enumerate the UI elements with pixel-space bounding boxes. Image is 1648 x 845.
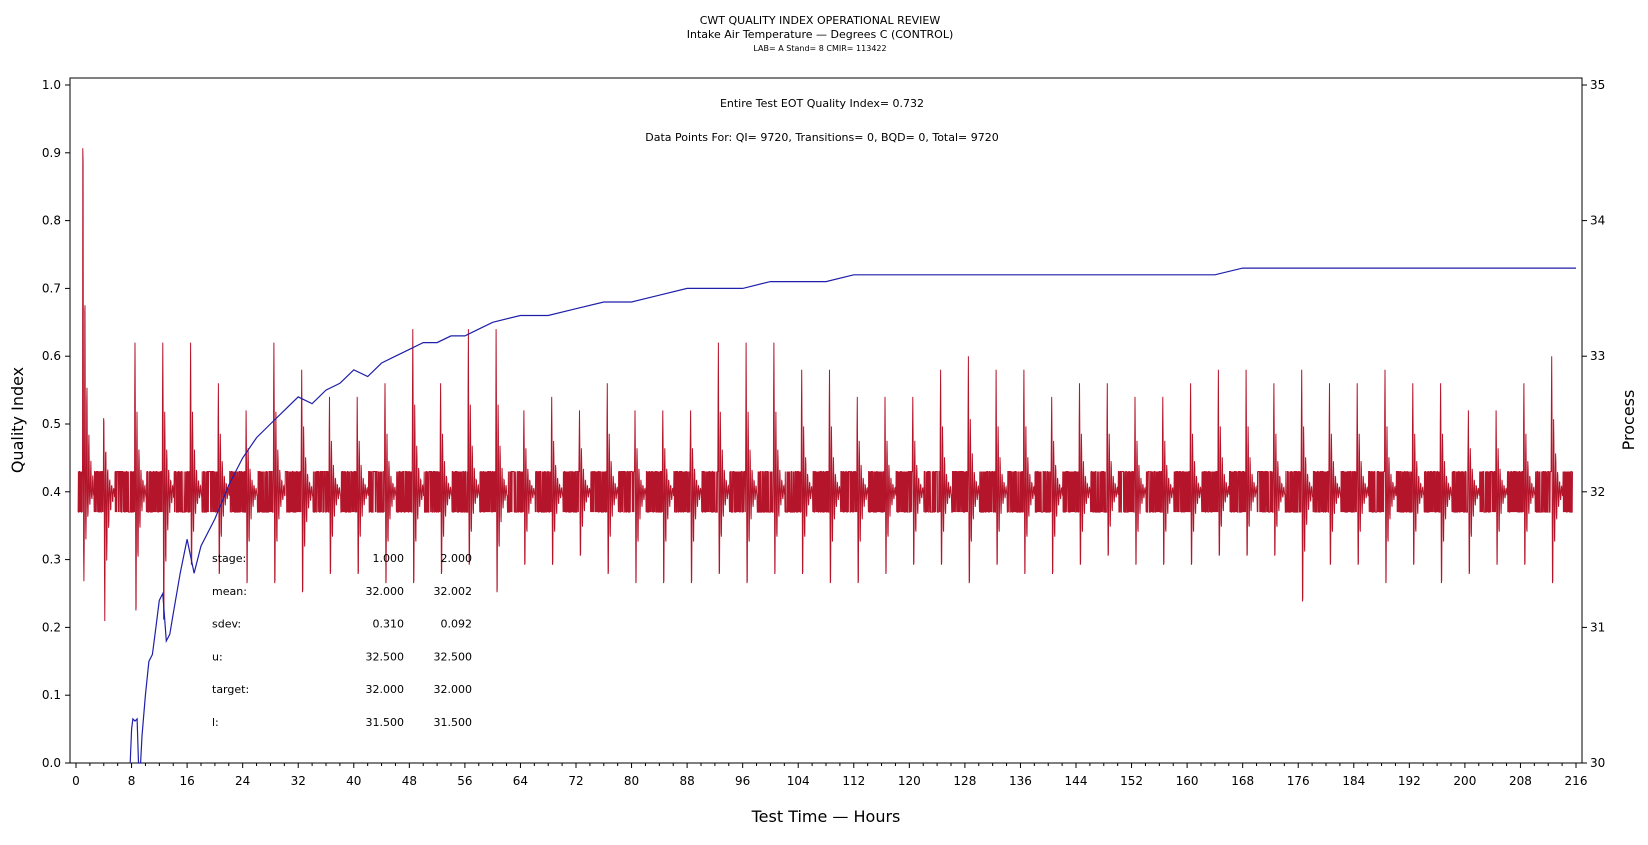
y2-tick-label: 32 [1590, 485, 1605, 499]
stats-stage2-value: 0.092 [441, 618, 473, 631]
x-tick-label: 216 [1565, 774, 1588, 788]
x-tick-label: 40 [346, 774, 361, 788]
stats-stage2-value: 32.000 [434, 683, 473, 696]
y-axis-title: Quality Index [8, 367, 27, 473]
x-axis: 0 8 16 24 32 40 48 56 64 72 80 88 96 104 112 120 128 136 1… [72, 763, 1587, 788]
x-tick-label: 104 [787, 774, 810, 788]
stats-stage1-value: 32.000 [366, 585, 405, 598]
y-tick-label: 0.0 [42, 756, 61, 770]
stats-stage1-value: 1.000 [373, 552, 405, 565]
x-tick-label: 128 [953, 774, 976, 788]
x-tick-label: 184 [1342, 774, 1365, 788]
process-line [77, 148, 1573, 622]
x-tick-label: 48 [402, 774, 417, 788]
x-tick-label: 200 [1453, 774, 1476, 788]
y-tick-label: 0.9 [42, 146, 61, 160]
plot-frame [69, 77, 1583, 764]
y-tick-label: 0.3 [42, 553, 61, 567]
x-tick-label: 32 [291, 774, 306, 788]
y-tick-label: 0.7 [42, 281, 61, 295]
x-tick-label: 56 [457, 774, 472, 788]
eot-quality-index: Entire Test EOT Quality Index= 0.732 [720, 97, 924, 110]
stats-label: u: [212, 650, 223, 663]
x-tick-label: 64 [513, 774, 528, 788]
y2-tick-label: 31 [1590, 620, 1605, 634]
x-tick-label: 72 [568, 774, 583, 788]
y-tick-label: 0.8 [42, 214, 61, 228]
x-tick-label: 192 [1398, 774, 1421, 788]
stats-stage2-value: 2.000 [441, 552, 473, 565]
stats-stage1-value: 32.500 [366, 650, 405, 663]
y-tick-label: 0.1 [42, 688, 61, 702]
stats-label: sdev: [212, 618, 241, 631]
y-tick-label: 0.4 [42, 485, 61, 499]
x-tick-label: 88 [679, 774, 694, 788]
quality-index-series [129, 267, 1576, 764]
y2-axis-title: Process [1619, 390, 1638, 451]
y2-tick-label: 35 [1590, 78, 1605, 92]
x-tick-label: 0 [72, 774, 80, 788]
stats-stage1-value: 0.310 [373, 618, 405, 631]
stats-stage1-value: 32.000 [366, 683, 405, 696]
x-tick-label: 16 [179, 774, 194, 788]
x-tick-label: 176 [1287, 774, 1310, 788]
y2-tick-label: 33 [1590, 349, 1605, 363]
x-tick-label: 24 [235, 774, 250, 788]
x-axis-title: Test Time — Hours [751, 807, 901, 826]
x-tick-label: 8 [128, 774, 136, 788]
y-axis-left: 0.0 0.1 0.2 0.3 0.4 0.5 0.6 0.7 0.8 0.9 1.0 [42, 78, 70, 770]
y2-tick-label: 30 [1590, 756, 1605, 770]
y-tick-label: 0.5 [42, 417, 61, 431]
y-tick-label: 0.2 [42, 620, 61, 634]
x-tick-label: 136 [1009, 774, 1032, 788]
stats-label: target: [212, 683, 249, 696]
stage-stats-table: stage: 1.000 2.000 mean: 32.000 32.002 sdev: 0.… [212, 552, 472, 729]
process-series [77, 148, 1573, 622]
stats-label: l: [212, 716, 219, 729]
y-axis-right: 30 31 32 33 34 35 [1582, 78, 1605, 770]
stats-label: mean: [212, 585, 247, 598]
x-tick-label: 120 [898, 774, 921, 788]
x-tick-label: 80 [624, 774, 639, 788]
x-tick-label: 152 [1120, 774, 1143, 788]
stats-stage1-value: 31.500 [366, 716, 405, 729]
chart-subtitle: Intake Air Temperature — Degrees C (CONT… [687, 28, 954, 41]
chart-title: CWT QUALITY INDEX OPERATIONAL REVIEW [700, 14, 941, 27]
y-tick-label: 1.0 [42, 78, 61, 92]
y2-tick-label: 34 [1590, 214, 1605, 228]
y-tick-label: 0.6 [42, 349, 61, 363]
x-tick-label: 160 [1176, 774, 1199, 788]
stats-label: stage: [212, 552, 246, 565]
data-points-summary: Data Points For: QI= 9720, Transitions= … [645, 131, 999, 144]
x-tick-label: 96 [735, 774, 750, 788]
quality-index-line [129, 267, 1576, 764]
stats-stage2-value: 32.002 [434, 585, 473, 598]
x-tick-label: 112 [842, 774, 865, 788]
x-tick-label: 208 [1509, 774, 1532, 788]
x-tick-label: 168 [1231, 774, 1254, 788]
chart-meta: LAB= A Stand= 8 CMIR= 113422 [753, 44, 886, 53]
x-tick-label: 144 [1065, 774, 1088, 788]
stats-stage2-value: 31.500 [434, 716, 473, 729]
stats-stage2-value: 32.500 [434, 650, 473, 663]
